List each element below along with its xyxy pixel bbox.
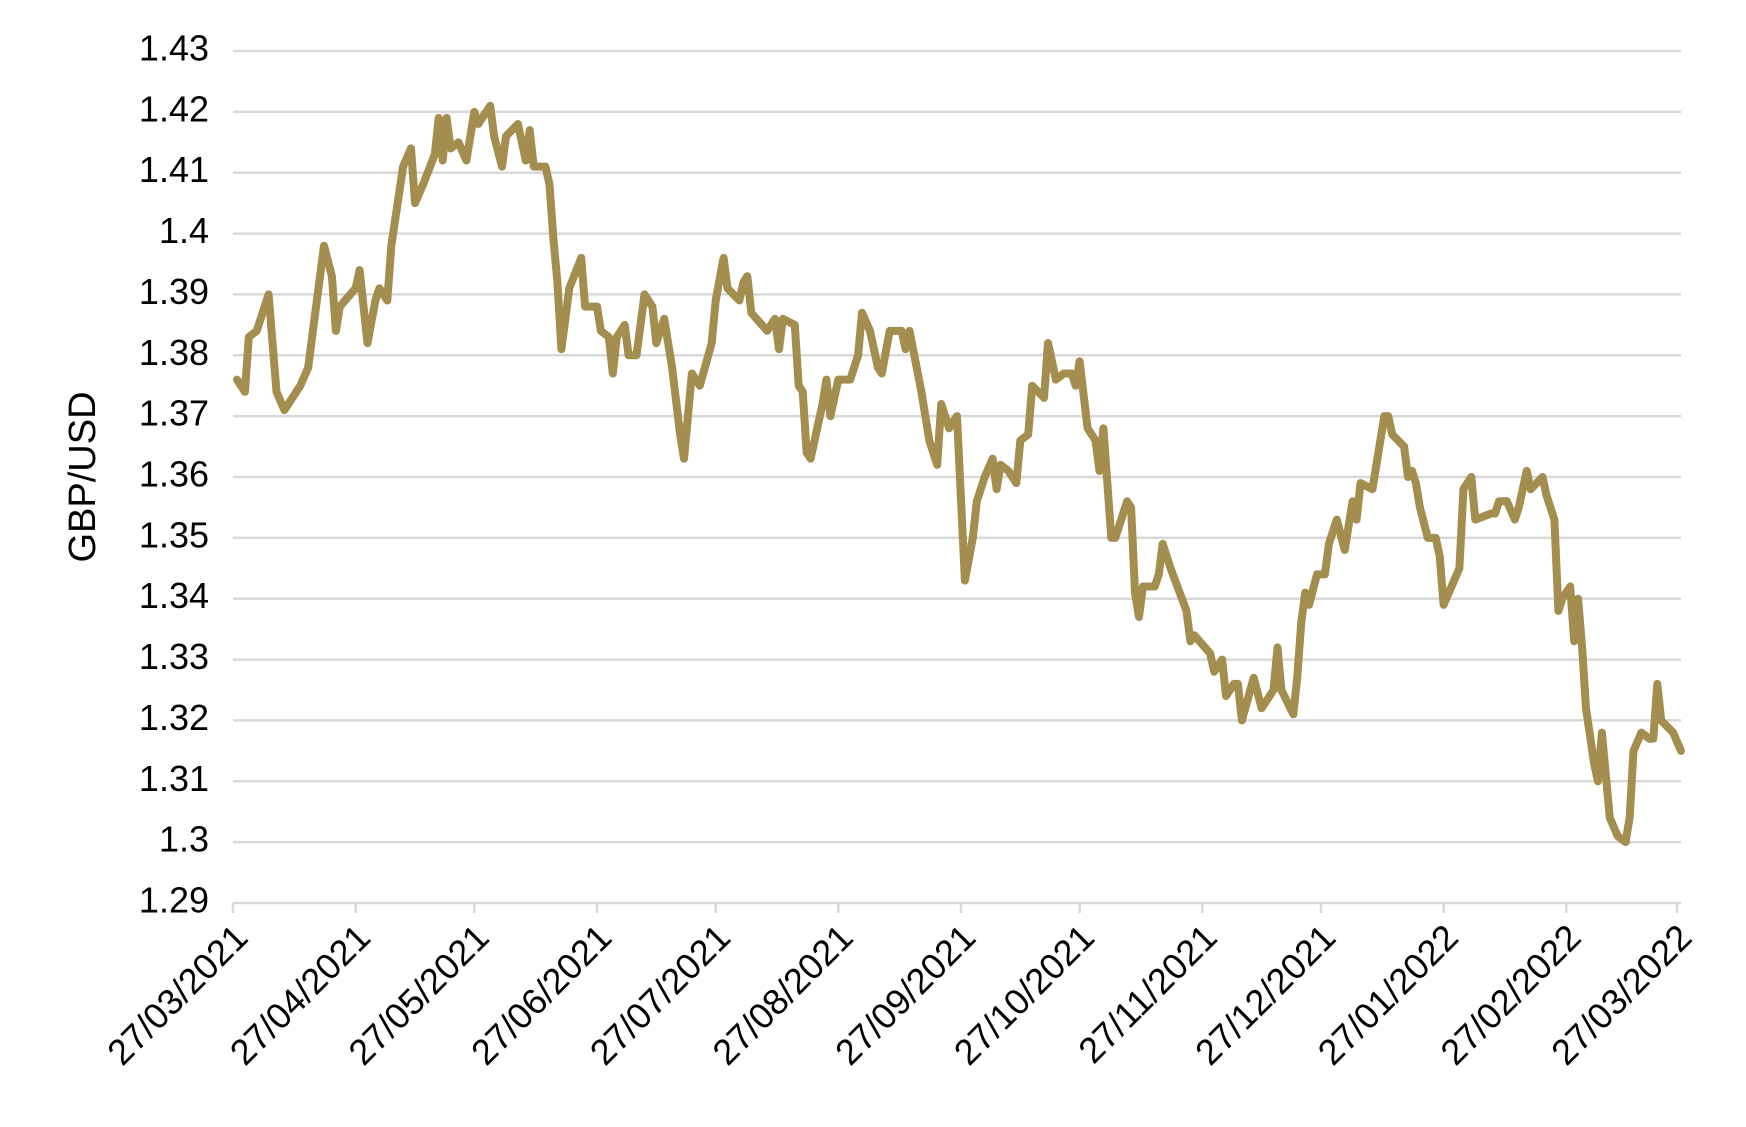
- y-tick-label: 1.32: [139, 697, 209, 738]
- y-axis-label: GBP/USD: [62, 391, 104, 562]
- y-tick-label: 1.33: [139, 636, 209, 677]
- y-tick-label: 1.37: [139, 393, 209, 434]
- y-tick-label: 1.3: [159, 819, 209, 860]
- y-tick-label: 1.43: [139, 28, 209, 69]
- data-line: [233, 101, 1685, 847]
- y-tick-label: 1.4: [159, 210, 209, 251]
- y-tick-label: 1.34: [139, 575, 209, 616]
- y-tick-label: 1.41: [139, 149, 209, 190]
- y-tick-label: 1.29: [139, 880, 209, 921]
- y-tick-label: 1.31: [139, 758, 209, 799]
- y-tick-label: 1.42: [139, 88, 209, 129]
- y-tick-label: 1.39: [139, 271, 209, 312]
- y-tick-label: 1.35: [139, 514, 209, 555]
- y-tick-label: 1.38: [139, 332, 209, 373]
- y-tick-label: 1.36: [139, 454, 209, 495]
